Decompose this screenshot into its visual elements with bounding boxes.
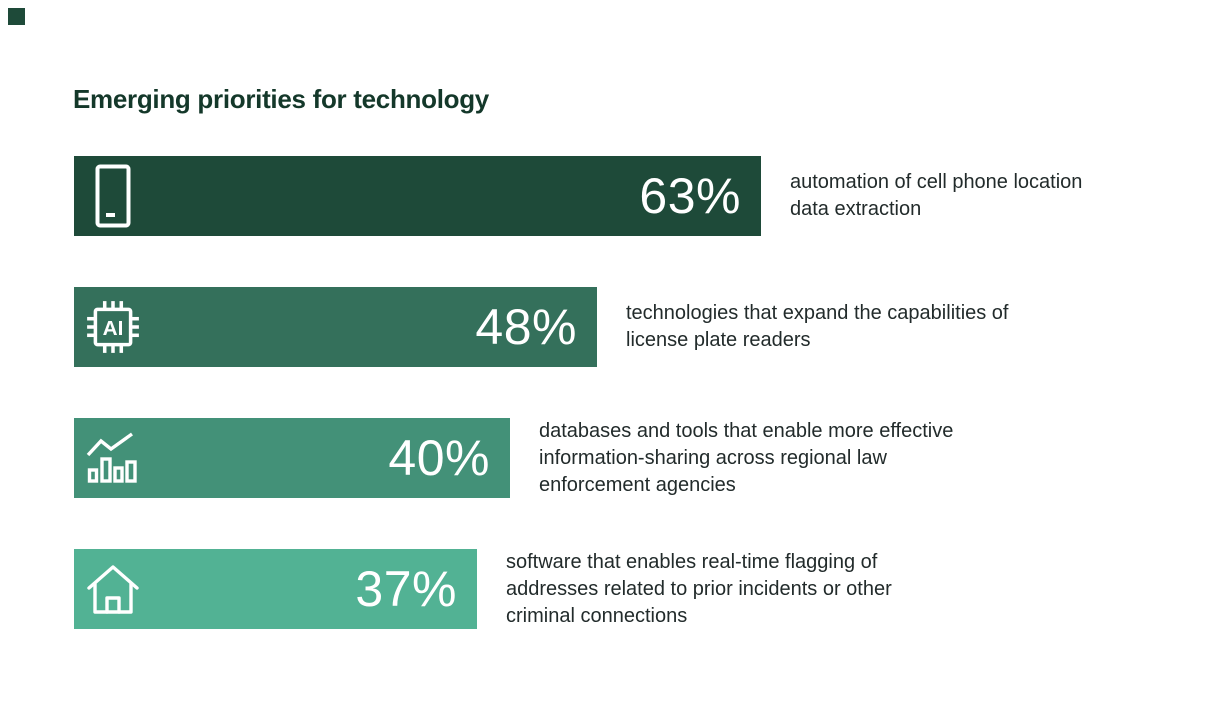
bar-description: databases and tools that enable more eff… — [539, 419, 954, 496]
bar: 63% — [74, 156, 761, 236]
bar: 37% — [74, 549, 477, 629]
smartphone-icon — [84, 161, 142, 231]
bar-description: software that enables real-time flagging… — [506, 550, 892, 627]
bar-description: automation of cell phone location data e… — [790, 171, 1083, 220]
bar: AI 48% — [74, 287, 597, 367]
bar-chart-trend-icon — [84, 423, 142, 493]
bar-description: technologies that expand the capabilitie… — [626, 302, 1009, 351]
bar-value-label: 37% — [355, 561, 457, 617]
chart-row: 63% automation of cell phone location da… — [74, 156, 1213, 236]
chart-row: 40% databases and tools that enable more… — [74, 418, 1213, 498]
chart-row: AI 48% technologies that expand the capa… — [74, 287, 1213, 367]
corner-accent-square — [8, 8, 25, 25]
chart-rows: 63% automation of cell phone location da… — [74, 156, 1213, 680]
svg-text:AI: AI — [103, 317, 124, 340]
bar-value-label: 40% — [388, 430, 490, 486]
bar-value-label: 48% — [475, 299, 577, 355]
bar-value-label: 63% — [639, 168, 741, 224]
chart-title: Emerging priorities for technology — [73, 84, 489, 114]
bar: 40% — [74, 418, 510, 498]
ai-chip-icon: AI — [84, 292, 142, 362]
chart-row: 37% software that enables real-time flag… — [74, 549, 1213, 629]
house-icon — [84, 554, 142, 624]
